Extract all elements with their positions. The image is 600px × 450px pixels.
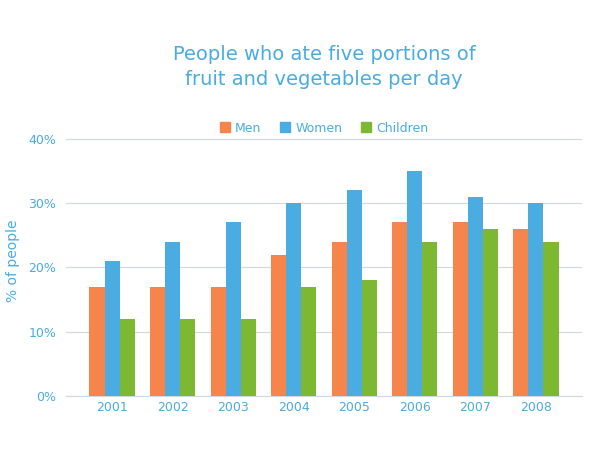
Bar	[180, 319, 196, 396]
Bar	[483, 229, 498, 396]
Bar	[513, 229, 528, 396]
Bar	[301, 287, 316, 396]
Bar	[89, 287, 104, 396]
Bar	[120, 319, 135, 396]
Bar	[150, 287, 165, 396]
Bar	[452, 222, 468, 396]
Bar	[422, 242, 437, 396]
Bar	[165, 242, 180, 396]
Bar	[271, 255, 286, 396]
Bar	[226, 222, 241, 396]
Bar	[211, 287, 226, 396]
Bar	[468, 197, 483, 396]
Bar	[286, 203, 301, 396]
Legend: Men, Women, Children: Men, Women, Children	[215, 117, 433, 140]
Bar	[241, 319, 256, 396]
Bar	[392, 222, 407, 396]
Bar	[104, 261, 120, 396]
Bar	[347, 190, 362, 396]
Bar	[332, 242, 347, 396]
Bar	[407, 171, 422, 396]
Y-axis label: % of people: % of people	[6, 220, 20, 302]
Bar	[528, 203, 544, 396]
Bar	[362, 280, 377, 396]
Text: People who ate five portions of
fruit and vegetables per day: People who ate five portions of fruit an…	[173, 45, 475, 89]
Bar	[544, 242, 559, 396]
